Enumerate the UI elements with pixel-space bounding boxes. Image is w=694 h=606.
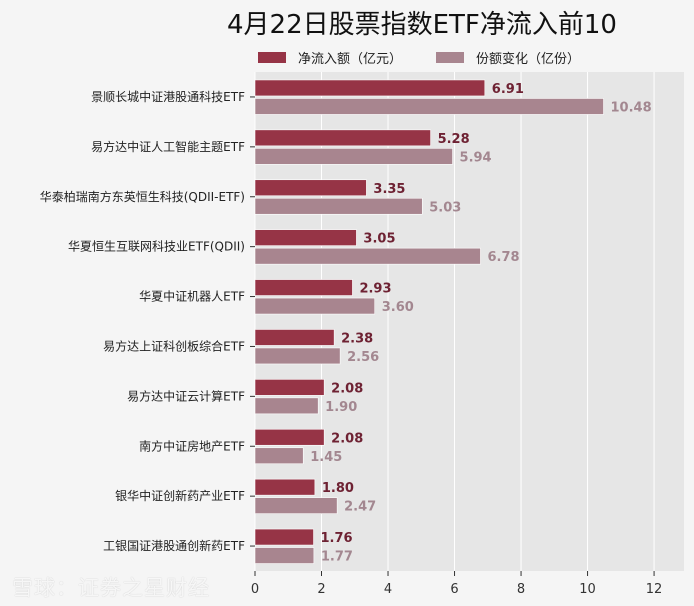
data-label: 2.08 — [331, 381, 363, 396]
bar-net-inflow — [254, 229, 357, 246]
bar-share-change — [254, 347, 341, 365]
data-label: 6.91 — [492, 82, 524, 97]
category-label: 华夏恒生互联网科技业ETF(QDII) — [68, 240, 245, 254]
data-label: 5.94 — [460, 150, 492, 165]
bar-share-change — [254, 397, 319, 415]
data-label: 6.78 — [487, 250, 519, 265]
x-tick-label: 2 — [317, 582, 325, 597]
category-label: 景顺长城中证港股通科技ETF — [91, 89, 245, 104]
bar-share-change — [254, 148, 453, 165]
x-tick-label: 10 — [579, 582, 596, 597]
watermark: 雪球：证券之星财经 — [12, 576, 210, 600]
legend-swatch — [258, 52, 286, 63]
bar-net-inflow — [254, 528, 314, 546]
legend-item-share-change: 份额变化（亿份） — [436, 48, 580, 67]
category-label: 南方中证房地产ETF — [139, 438, 245, 453]
data-label: 3.60 — [382, 300, 414, 315]
bar-net-inflow — [254, 329, 335, 346]
x-tick-label: 12 — [646, 582, 663, 597]
category-label: 易方达中证云计算ETF — [127, 388, 245, 403]
data-label: 1.45 — [310, 450, 342, 465]
x-tick-label: 8 — [517, 582, 525, 597]
bar-net-inflow — [254, 379, 325, 396]
data-label: 3.05 — [363, 232, 395, 247]
legend-item-net-inflow: 净流入额（亿元） — [258, 48, 402, 67]
data-label: 1.90 — [325, 400, 357, 415]
bar-share-change — [254, 197, 423, 215]
data-label: 10.48 — [611, 100, 652, 115]
legend-label: 份额变化（亿份） — [476, 52, 581, 67]
data-label: 5.28 — [438, 132, 470, 147]
legend-label: 净流入额（亿元） — [298, 52, 403, 67]
bar-net-inflow — [254, 179, 367, 197]
category-label: 华夏中证机器人ETF — [139, 289, 245, 304]
bar-share-change — [254, 547, 315, 564]
bar-share-change — [254, 447, 304, 465]
legend-swatch — [436, 52, 464, 63]
category-label: 银华中证创新药产业ETF — [115, 488, 245, 503]
data-label: 2.56 — [347, 350, 379, 365]
bar-share-change — [254, 247, 481, 265]
data-label: 1.80 — [322, 481, 354, 496]
bar-net-inflow — [254, 428, 325, 446]
x-tick-label: 4 — [384, 582, 392, 597]
bar-net-inflow — [254, 279, 353, 296]
data-label: 2.47 — [344, 500, 376, 515]
bar-share-change — [254, 98, 604, 115]
data-label: 2.38 — [341, 331, 373, 346]
bar-net-inflow — [254, 129, 431, 147]
bar-net-inflow — [254, 478, 316, 496]
data-label: 1.77 — [321, 550, 353, 565]
bar-share-change — [254, 497, 338, 514]
bar-share-change — [254, 297, 376, 315]
data-label: 3.35 — [373, 182, 405, 197]
data-label: 2.93 — [359, 282, 391, 297]
x-tick-label: 6 — [450, 582, 458, 597]
category-label: 易方达中证人工智能主题ETF — [91, 139, 245, 154]
chart-title: 4月22日股票指数ETF净流入前10 — [227, 10, 617, 40]
x-tick-label: 0 — [251, 582, 259, 597]
category-label: 华泰柏瑞南方东英恒生科技(QDII-ETF) — [40, 189, 245, 204]
category-label: 易方达上证科创板综合ETF — [103, 338, 245, 353]
data-label: 1.76 — [321, 531, 353, 546]
category-label: 工银国证港股通创新药ETF — [103, 538, 245, 553]
data-label: 5.03 — [429, 200, 461, 215]
bar-net-inflow — [254, 79, 486, 97]
data-label: 2.08 — [331, 431, 363, 446]
